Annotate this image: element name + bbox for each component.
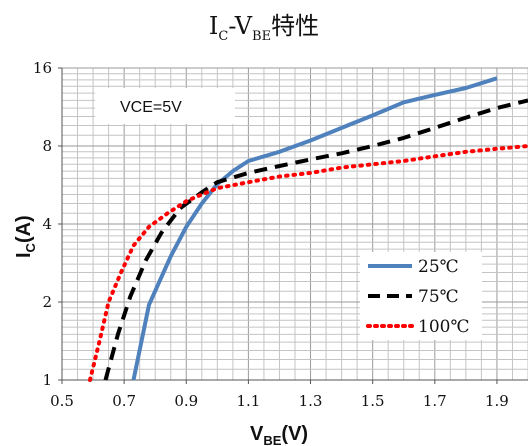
y-tick-label: 1 — [42, 371, 52, 389]
legend-label-100c: 100℃ — [418, 317, 469, 337]
y-tick-label: 8 — [42, 137, 52, 155]
x-tick-label: 1.9 — [485, 392, 509, 410]
series-line-75c — [103, 98, 528, 381]
x-axis-label: VBE(V) — [250, 423, 308, 446]
title-tail: 特性 — [271, 12, 320, 40]
series-line-25c — [131, 76, 498, 381]
x-axis-label-tail: (V) — [281, 423, 308, 445]
x-tick-label: 1.5 — [361, 392, 385, 410]
y-axis-label: IC(A) — [13, 215, 38, 258]
title-dash-v: -V — [228, 12, 253, 40]
y-tick-label: 16 — [33, 59, 52, 77]
y-axis-label-sub: C — [23, 242, 38, 252]
x-tick-label: 1.3 — [299, 392, 323, 410]
title-main: I — [208, 12, 219, 40]
legend: 25℃ 75℃ 100℃ — [360, 252, 482, 340]
series-layer — [88, 76, 528, 382]
annotation-box — [95, 88, 235, 124]
annotation-vce: VCE=5V — [120, 99, 182, 116]
y-tick-label: 2 — [42, 293, 52, 311]
x-tick-label: 1.7 — [423, 392, 447, 410]
title-sub-be: BE — [252, 28, 272, 44]
y-tick-label: 4 — [42, 215, 52, 233]
chart-title: IC-VBE特性 — [0, 6, 528, 44]
y-axis-label-main: I — [13, 252, 35, 258]
x-tick-label: 0.9 — [174, 392, 198, 410]
x-tick-label: 1.1 — [236, 392, 260, 410]
series-line-100c — [88, 144, 528, 382]
x-axis-label-main: V — [250, 423, 264, 445]
legend-label-25c: 25℃ — [418, 257, 459, 277]
x-tick-label: 0.7 — [112, 392, 136, 410]
legend-label-75c: 75℃ — [418, 287, 459, 307]
x-tick-label: 0.5 — [50, 392, 74, 410]
title-sub-c: C — [218, 28, 229, 44]
x-axis-label-sub: BE — [263, 433, 281, 446]
axes-layer: 0.5 0.7 0.9 1.1 1.3 1.5 1.7 1.9 1 2 4 8 16 — [33, 59, 528, 410]
y-axis-label-tail: (A) — [13, 215, 35, 243]
